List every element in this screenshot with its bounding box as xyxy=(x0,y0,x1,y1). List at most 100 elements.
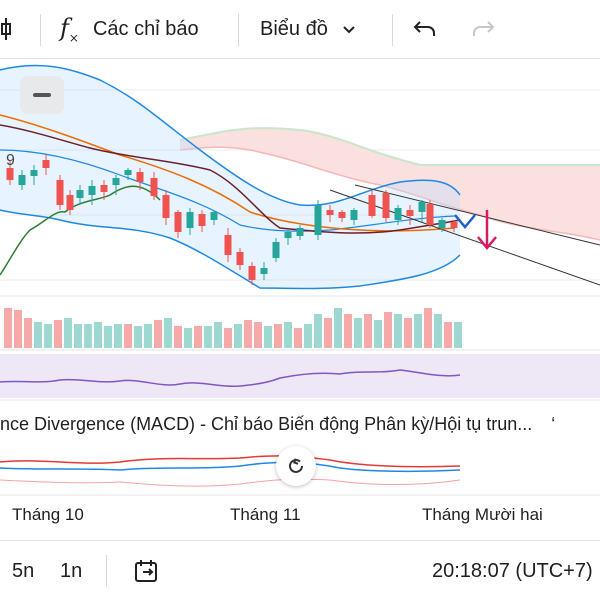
volume-bar xyxy=(64,318,72,348)
candle-body xyxy=(284,232,292,238)
volume-bar xyxy=(174,326,182,348)
candle-body xyxy=(18,175,26,185)
candle-body xyxy=(248,266,256,280)
range-5y-button[interactable]: 5n xyxy=(12,559,35,582)
candle-body xyxy=(272,242,280,258)
macd-indicator-title[interactable]: nce Divergence (MACD) - Chỉ báo Biến độn… xyxy=(0,414,556,434)
volume-bar xyxy=(204,326,212,348)
candle-body xyxy=(66,195,74,210)
volume-bar xyxy=(344,314,352,348)
bottom-bar: 5n 1n 20:18:07 (UTC+7) xyxy=(0,540,600,601)
volume-bar xyxy=(244,320,252,348)
reset-chart-button[interactable] xyxy=(276,446,316,486)
candle-body xyxy=(174,212,182,232)
candle-body xyxy=(88,186,96,195)
volume-bar xyxy=(84,324,92,348)
volume-bar xyxy=(24,318,32,348)
month-label-nov: Tháng 11 xyxy=(230,505,301,524)
volume-bar xyxy=(444,322,452,348)
toolbar-divider xyxy=(392,14,393,46)
candle-body xyxy=(236,252,244,265)
indicators-button[interactable]: f× Các chỉ báo xyxy=(60,0,199,58)
function-icon: f× xyxy=(60,13,79,45)
candle-body xyxy=(198,214,206,226)
volume-bar xyxy=(4,308,12,348)
volume-bar xyxy=(434,314,442,348)
candle-body xyxy=(150,178,158,196)
volume-bar xyxy=(454,322,462,348)
volume-bar xyxy=(384,312,392,348)
range-1y-button[interactable]: 1n xyxy=(60,559,83,582)
toolbar-divider xyxy=(238,14,239,46)
candle-body xyxy=(56,180,64,205)
toolbar-divider xyxy=(40,14,41,46)
volume-bar xyxy=(74,324,82,348)
chart-type-label: Biểu đồ xyxy=(260,17,328,40)
volume-bar xyxy=(124,324,132,348)
volume-bar xyxy=(304,324,312,348)
volume-bar xyxy=(144,324,152,348)
price-chart[interactable]: 9 xyxy=(0,58,600,538)
candle-body xyxy=(124,170,132,175)
candle-body xyxy=(368,195,376,216)
go-to-date-icon[interactable] xyxy=(134,541,160,601)
candle-body xyxy=(426,204,434,225)
candle-body xyxy=(6,168,14,180)
volume-bar xyxy=(104,326,112,348)
candle-body xyxy=(338,212,346,218)
volume-bar xyxy=(414,314,422,348)
volume-bar xyxy=(114,324,122,348)
legend-value: 9 xyxy=(6,152,15,169)
volume-bar xyxy=(154,320,162,348)
refresh-icon xyxy=(289,458,303,473)
chevron-down-icon xyxy=(342,18,356,41)
undo-icon[interactable] xyxy=(412,0,438,58)
clock-time[interactable]: 20:18:07 (UTC+7) xyxy=(432,559,593,582)
volume-bar xyxy=(194,326,202,348)
volume-bar xyxy=(254,322,262,348)
top-toolbar: f× Các chỉ báo Biểu đồ xyxy=(0,0,600,59)
volume-bar xyxy=(274,324,282,348)
volume-bar xyxy=(404,318,412,348)
chart-type-button[interactable]: Biểu đồ xyxy=(260,0,356,58)
candle-body xyxy=(260,268,268,274)
redo-icon[interactable] xyxy=(470,0,496,58)
volume-bar xyxy=(264,326,272,348)
candle-body xyxy=(224,235,232,255)
volume-bar xyxy=(94,322,102,348)
candle-body xyxy=(450,222,458,228)
month-label-dec: Tháng Mười hai xyxy=(422,505,543,524)
candle-body xyxy=(112,178,120,185)
volume-bar xyxy=(314,314,322,348)
volume-bar xyxy=(374,320,382,348)
candle-body xyxy=(42,160,50,168)
minus-icon xyxy=(33,93,51,97)
volume-bar xyxy=(284,322,292,348)
candle-body xyxy=(296,228,304,236)
volume-bar xyxy=(334,308,342,348)
collapse-legend-button[interactable] xyxy=(20,76,64,114)
volume-bar xyxy=(34,322,42,348)
bottom-divider xyxy=(106,555,107,587)
volume-bar xyxy=(424,308,432,348)
volume-bar xyxy=(44,324,52,348)
candle-body xyxy=(100,185,108,192)
candle-body xyxy=(210,212,218,220)
candle-body xyxy=(186,212,194,228)
volume-bar xyxy=(364,314,372,348)
volume-bar xyxy=(54,320,62,348)
candle-body xyxy=(314,205,322,235)
volume-bar xyxy=(294,328,302,348)
candlestick-icon[interactable] xyxy=(0,0,24,58)
candle-body xyxy=(30,170,38,176)
indicators-label: Các chỉ báo xyxy=(92,17,199,40)
volume-bar xyxy=(324,318,332,348)
candle-body xyxy=(382,193,390,218)
volume-bar xyxy=(134,326,142,348)
volume-bar xyxy=(214,322,222,348)
candle-body xyxy=(350,210,358,220)
volume-bar xyxy=(184,328,192,348)
candle-body xyxy=(162,195,170,218)
candle-body xyxy=(76,190,84,198)
volume-bar xyxy=(234,324,242,348)
